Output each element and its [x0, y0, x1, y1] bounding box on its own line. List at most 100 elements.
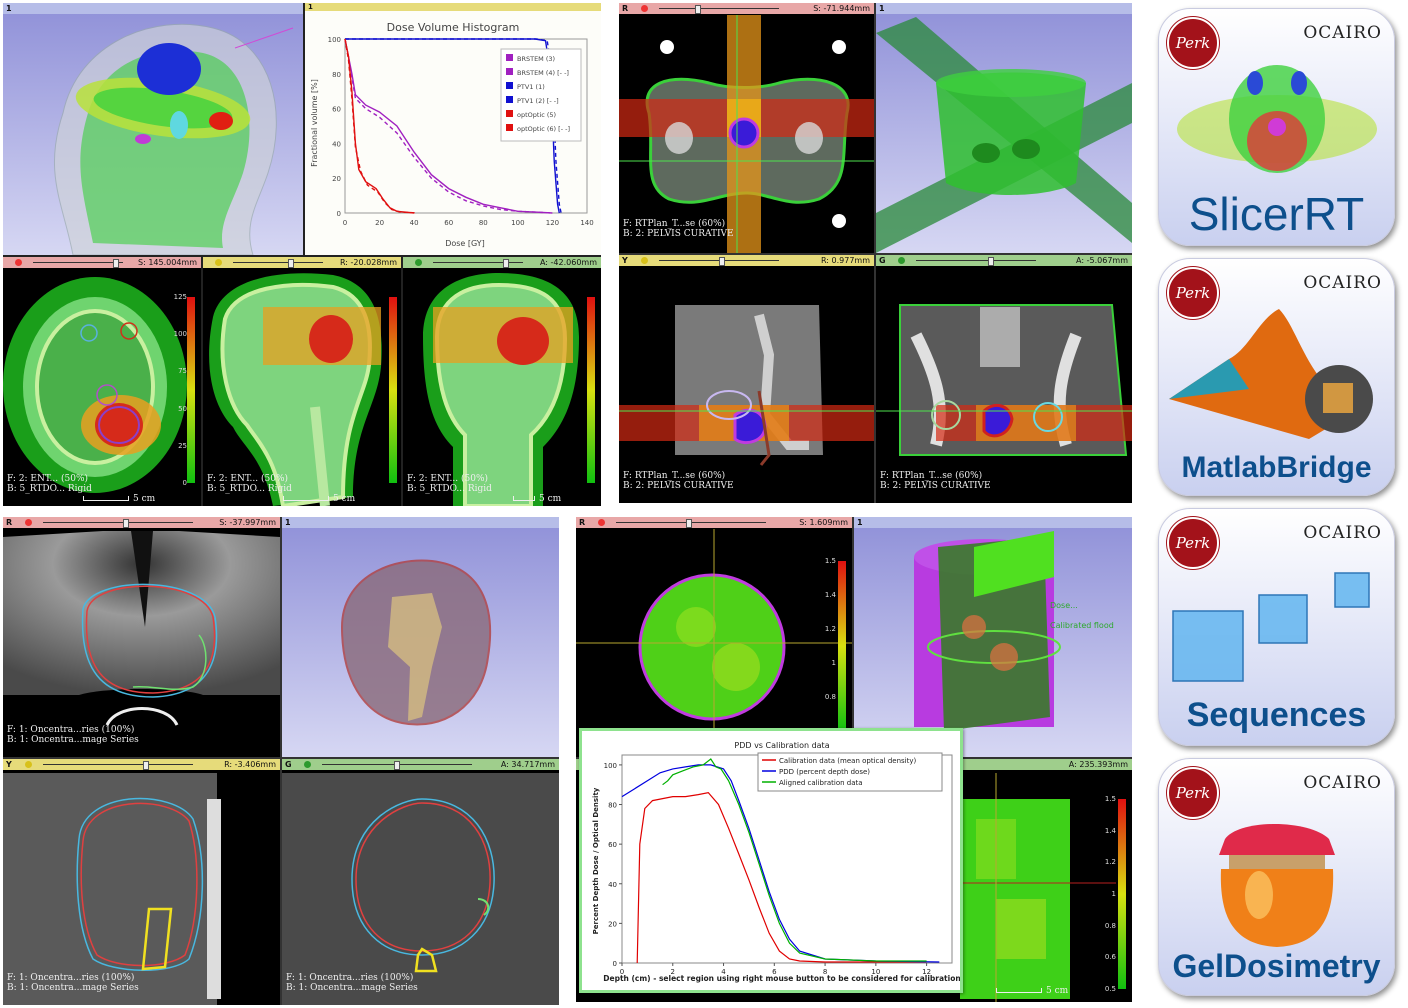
view-controller-bar[interactable]: Y R: 0.977mm [619, 255, 874, 266]
dvh-curve [344, 38, 553, 214]
slice-offset: A: 235.393mm [1068, 760, 1128, 769]
view-controller-bar[interactable]: 1 [282, 517, 559, 528]
view-controller-bar[interactable]: R: -20.028mm [203, 257, 401, 268]
slice-slider[interactable] [143, 761, 149, 770]
dvh-legend-item: optOptic (6) [- -] [517, 125, 570, 133]
pin-icon[interactable] [641, 5, 648, 12]
view-controller-bar[interactable]: Y R: -3.406mm [3, 759, 280, 770]
pelvis-sagittal-slice[interactable]: Y R: 0.977mm F: RTPlan_T...se (60%) B: 2: … [619, 255, 874, 503]
slice-slider[interactable] [686, 519, 692, 528]
view-controller-bar[interactable]: G A: 34.717mm [282, 759, 559, 770]
foreground-label: F: 2: ENT... (50%) [407, 474, 489, 484]
view-number: 1 [285, 518, 291, 527]
head-axial-slice[interactable]: S: 145.004mm 125 100 75 50 25 0 F: 2: ENT... … [3, 257, 201, 506]
background-label: B: 5_RTDO... Rigid [207, 484, 292, 494]
colorbar-tick: 0.8 [1104, 921, 1116, 930]
ocairo-logo: OCAIRO [1303, 773, 1382, 793]
foreground-label: F: 1: Oncentra...ries (100%) [7, 725, 135, 735]
slice-slider[interactable] [695, 5, 701, 14]
pelvis-axial-slice[interactable]: R S: -71.944mm F: RTPlan_T...se (60%) B: 2… [619, 3, 874, 253]
dvh-x-tick: 120 [546, 219, 559, 227]
slice-slider[interactable] [719, 257, 725, 266]
view-controller-bar[interactable]: S: 145.004mm [3, 257, 201, 268]
pin-icon[interactable] [598, 519, 605, 526]
scale-label: 5 cm [133, 494, 156, 504]
us-axial-image [3, 531, 280, 726]
dvh-x-tick: 100 [511, 219, 524, 227]
slice-offset: R: -3.406mm [224, 760, 276, 769]
slice-slider[interactable] [113, 259, 119, 268]
dvh-plot: Dose Volume Histogram Dose [GY] Fraction… [310, 21, 594, 248]
dvh-curve [345, 38, 562, 214]
pdd-y-tick: 20 [608, 920, 617, 928]
gel-3d-view[interactable]: 1 Dose... Calibrated flood [854, 517, 1132, 757]
pdd-chart-window[interactable]: PDD vs Calibration data Depth (cm) - sel… [579, 728, 963, 993]
pelvis-3d-view[interactable]: 1 [876, 3, 1132, 253]
colorbar-tick: 1.2 [1104, 858, 1116, 867]
slicerrt-badge[interactable]: Perk OCAIRO SlicerRT [1158, 8, 1395, 246]
colorbar-ticks: 1.51.41.210.80.6 [816, 557, 836, 735]
slice-offset: A: -42.060mm [539, 258, 597, 267]
head-sagittal-slice[interactable]: R: -20.028mm 5 cm [203, 257, 401, 506]
sequences-icon [1172, 572, 1370, 682]
orientation-label: G [285, 760, 292, 769]
view-controller-bar[interactable]: 1 [305, 3, 601, 11]
ocairo-logo: OCAIRO [1303, 23, 1382, 43]
gel-lower-image [956, 773, 1126, 1002]
pin-icon[interactable] [215, 259, 222, 266]
dvh-x-tick: 140 [580, 219, 593, 227]
us-sagittal-slice[interactable]: Y R: -3.406mm F: 1: Oncentra...ries (100%… [3, 759, 280, 1005]
slice-slider[interactable] [503, 259, 509, 268]
dvh-curve [344, 38, 415, 214]
pin-icon[interactable] [25, 519, 32, 526]
colorbar-tick: 0.8 [824, 693, 836, 701]
gel-axial-image [576, 529, 852, 757]
dvh-x-tick: 80 [479, 219, 488, 227]
view-controller-bar[interactable]: 1 [3, 3, 303, 14]
geldosimetry-badge[interactable]: Perk OCAIRO GelDosimetry [1158, 758, 1395, 996]
pin-icon[interactable] [415, 259, 422, 266]
pin-icon[interactable] [898, 257, 905, 264]
slice-slider[interactable] [288, 259, 294, 268]
dvh-y-tick: 0 [337, 210, 341, 218]
colorbar-tick: 1 [831, 659, 836, 667]
matlabbridge-badge[interactable]: Perk OCAIRO MatlabBridge [1158, 258, 1395, 496]
dvh-legend-swatch [506, 54, 513, 61]
view-controller-bar[interactable]: R S: 1.609mm [576, 517, 852, 528]
pin-icon[interactable] [25, 761, 32, 768]
view-controller-bar[interactable]: R S: -37.997mm [3, 517, 280, 528]
pin-icon[interactable] [15, 259, 22, 266]
slice-slider[interactable] [123, 519, 129, 528]
slice-slider[interactable] [988, 257, 994, 266]
layer-labels: F: RTPlan_T...se (60%) B: 2: PELVIS CURAT… [623, 471, 734, 491]
axial-image [3, 277, 195, 493]
sequences-badge[interactable]: Perk OCAIRO Sequences [1158, 508, 1395, 746]
pelvis-coronal-slice[interactable]: G A: -5.067mm F: RTPlan_T...se (60%) B: 2:… [876, 255, 1132, 503]
scale-bar: 5 cm [283, 494, 355, 504]
view-controller-bar[interactable]: A: -42.060mm [403, 257, 601, 268]
dvh-legend-item: PTV1 (1) [517, 83, 545, 91]
head-3d-view[interactable]: 1 [3, 3, 303, 255]
gel-axial-slice[interactable]: RS: 1.609mm 1.51.41.210.80.6 [576, 517, 852, 757]
pdd-x-label: Depth (cm) - select region using right m… [603, 974, 960, 983]
view-controller-bar[interactable]: 1 [876, 3, 1132, 14]
us-3d-view[interactable]: 1 [282, 517, 559, 757]
pin-icon[interactable] [641, 257, 648, 264]
view-controller-bar[interactable]: R S: -71.944mm [619, 3, 874, 14]
pdd-y-tick: 60 [608, 841, 617, 849]
view-controller-bar[interactable]: 1 [854, 517, 1132, 528]
pin-icon[interactable] [304, 761, 311, 768]
background-label: B: 2: PELVIS CURATIVE [623, 481, 734, 491]
dvh-y-tick: 60 [332, 106, 341, 114]
background-label: B: 1: Oncentra...mage Series [286, 983, 418, 993]
pdd-y-tick: 80 [608, 802, 617, 810]
us-sagittal-image [3, 773, 221, 1005]
dvh-chart[interactable]: 1 Dose Volume Histogram Dose [GY] Fracti… [305, 3, 601, 255]
dvh-y-label: Fractional volume [%] [310, 79, 319, 167]
us-coronal-slice[interactable]: G A: 34.717mm F: 1: Oncentra...ries (100%… [282, 759, 559, 1005]
pdd-x-tick: 4 [721, 968, 726, 976]
slice-slider[interactable] [394, 761, 400, 770]
view-controller-bar[interactable]: G A: -5.067mm [876, 255, 1132, 266]
head-coronal-slice[interactable]: A: -42.060mm F: 2: ENT... (50%) B: 5_RTDO… [403, 257, 601, 506]
us-axial-slice[interactable]: R S: -37.997mm F: 1: Oncentra...ries (100… [3, 517, 280, 757]
